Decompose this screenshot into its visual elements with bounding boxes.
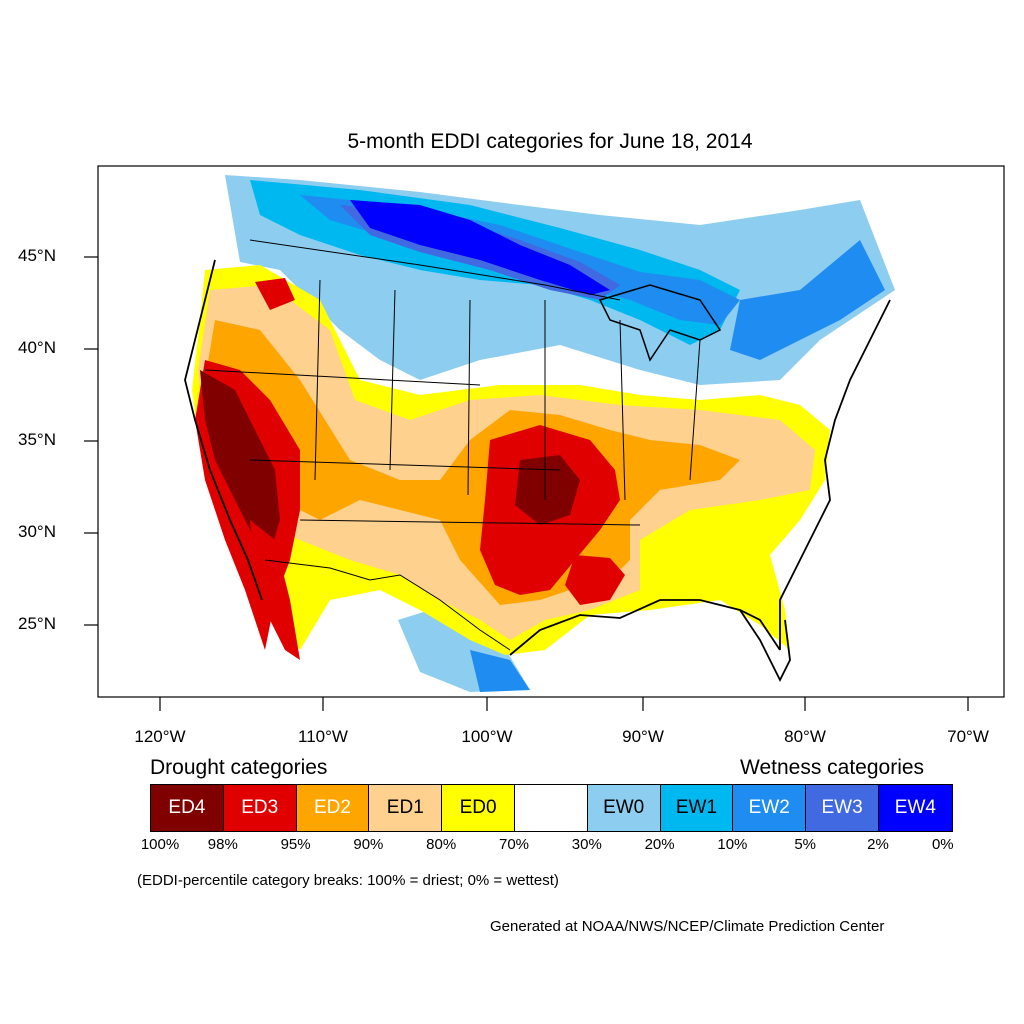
- lat-label-45: 45°N: [18, 246, 56, 265]
- wet-ew1-south-texas: [470, 650, 530, 692]
- dry-ed4: [200, 370, 280, 570]
- great-lakes: [598, 284, 722, 362]
- legend-break-label: 10%: [717, 836, 748, 853]
- gulf-coast: [509, 599, 781, 656]
- legend-break-label: 80%: [426, 836, 457, 853]
- legend-note: (EDDI-percentile category breaks: 100% =…: [137, 872, 559, 889]
- lat-label-35: 35°N: [18, 430, 56, 449]
- canada-border: [249, 239, 621, 301]
- florida: [739, 609, 791, 683]
- mexico-border: [264, 559, 511, 651]
- legend-break-label: 70%: [498, 836, 530, 853]
- legend-cell-ed3: ED3: [223, 785, 297, 831]
- legend-cell-neutral: [514, 785, 588, 831]
- legend-cell-ew4: EW4: [878, 785, 952, 831]
- lon-label-120: 120°W: [134, 727, 186, 746]
- legend-cell-ed0: ED0: [442, 785, 515, 831]
- east-coast: [779, 299, 891, 650]
- legend-break-label: 5%: [794, 836, 817, 853]
- lon-label-100: 100°W: [461, 727, 513, 746]
- legend-break-label: 90%: [353, 836, 384, 853]
- map-plot: [84, 165, 1005, 711]
- dry-ed2: [205, 320, 740, 605]
- eddi-field: [190, 175, 895, 692]
- tick-marks: [84, 256, 969, 711]
- lat-label-30: 30°N: [18, 522, 56, 541]
- state-line-1: [204, 279, 701, 526]
- lon-label-110: 110°W: [298, 727, 348, 746]
- lon-label-90: 90°W: [622, 727, 664, 746]
- wet-ew2-east: [730, 240, 885, 360]
- lat-label-25: 25°N: [18, 614, 56, 633]
- legend-cell-ed2: ED2: [296, 785, 370, 831]
- wet-ew4-north: [350, 200, 610, 295]
- lon-label-80: 80°W: [784, 727, 826, 746]
- legend-colorbar: ED4 ED3 ED2 ED1 ED0 EW0 EW1 EW2 EW3 EW4: [150, 784, 953, 832]
- legend-break-label: 98%: [207, 836, 238, 853]
- boundaries: [184, 239, 891, 683]
- legend-break-label: 95%: [280, 836, 311, 853]
- legend-cell-ed1: ED1: [369, 785, 443, 831]
- lat-label-40: 40°N: [18, 338, 56, 357]
- dry-ed4-plains: [515, 455, 580, 525]
- plot-frame: [97, 165, 1005, 698]
- legend-break-label: 100%: [140, 836, 180, 853]
- legend-cell-ew1: EW1: [660, 785, 734, 831]
- wetness-heading: Wetness categories: [740, 756, 925, 779]
- map-title: 5-month EDDI categories for June 18, 201…: [347, 130, 753, 153]
- west-coast: [184, 259, 263, 601]
- legend-cell-ed4: ED4: [151, 785, 224, 831]
- credit-line: Generated at NOAA/NWS/NCEP/Climate Predi…: [490, 918, 885, 935]
- dry-ed3-northwest: [255, 278, 295, 310]
- legend-break-label: 2%: [867, 836, 889, 853]
- dry-ed3-baja: [250, 520, 300, 660]
- legend-cell-ew3: EW3: [806, 785, 879, 831]
- dry-ed3-south: [565, 555, 625, 605]
- legend-break-label: 0%: [931, 836, 954, 853]
- legend-cell-ew2: EW2: [733, 785, 807, 831]
- legend-break-label: 30%: [571, 836, 602, 853]
- legend-cell-ew0: EW0: [587, 785, 661, 831]
- drought-heading: Drought categories: [150, 756, 328, 779]
- lon-label-70: 70°W: [947, 727, 989, 746]
- legend-break-label: 20%: [644, 836, 675, 853]
